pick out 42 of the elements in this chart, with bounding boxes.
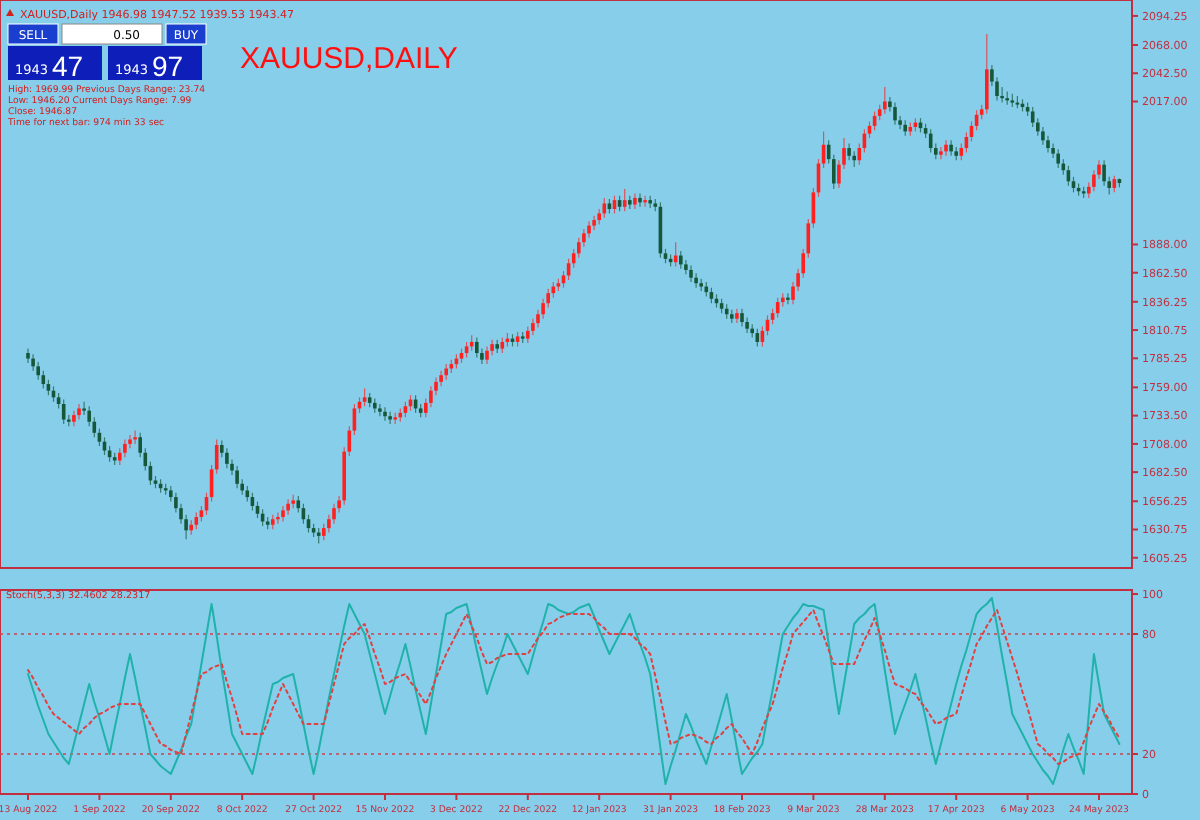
candlestick: [638, 192, 642, 208]
candlestick: [893, 102, 897, 126]
candlestick: [383, 406, 387, 422]
candlestick: [26, 348, 30, 364]
candlestick: [286, 498, 290, 516]
candlestick: [587, 220, 591, 239]
candlestick: [694, 272, 698, 289]
candlestick: [31, 353, 35, 372]
candlestick: [128, 434, 132, 449]
candlestick: [786, 292, 790, 305]
candlestick: [985, 33, 989, 115]
candlestick: [928, 128, 933, 154]
candlestick: [939, 146, 943, 160]
candlestick: [1102, 159, 1106, 187]
candlestick: [77, 403, 81, 421]
candlestick: [1030, 106, 1035, 128]
annotation: 47: [52, 50, 84, 82]
candlestick: [735, 308, 739, 324]
candlestick: [475, 336, 479, 359]
candlestick: [944, 139, 948, 157]
candlestick: [622, 188, 627, 212]
candlestick: [276, 512, 280, 525]
candlestick: [643, 195, 647, 208]
candlestick: [61, 398, 66, 425]
candlestick: [775, 297, 780, 319]
candlestick: [883, 86, 887, 115]
candlestick: [592, 215, 596, 231]
candlestick: [673, 241, 678, 268]
candlestick: [133, 430, 137, 445]
candlestick: [235, 465, 239, 489]
candlestick: [1056, 148, 1060, 169]
line-series: [27, 609, 1121, 765]
candlestick: [949, 139, 953, 157]
candlestick: [684, 259, 688, 275]
candlestick: [332, 503, 336, 525]
candlestick: [633, 192, 637, 210]
line-series: [27, 597, 1121, 785]
candlestick: [225, 447, 229, 469]
candlestick: [388, 411, 392, 425]
candlestick: [378, 403, 382, 417]
annotation: 97: [152, 50, 184, 82]
text: XAUUSD,DAILY: [240, 42, 458, 76]
